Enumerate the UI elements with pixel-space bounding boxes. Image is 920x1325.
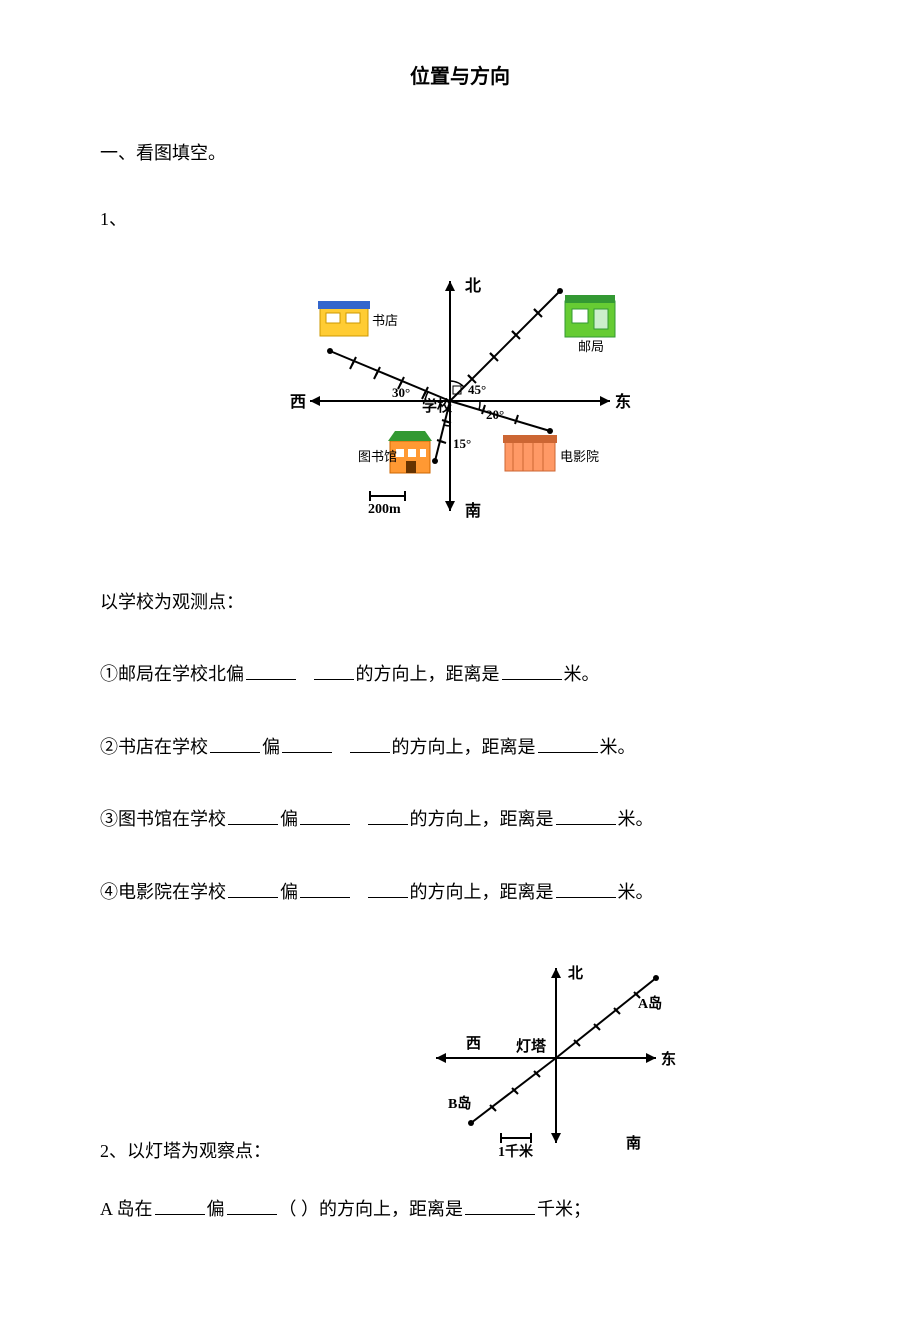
q1-item1: ①邮局在学校北偏 的方向上，距离是 米。: [100, 658, 820, 690]
q1-i2-d: 米。: [600, 737, 636, 757]
q2-a: A 岛在: [100, 1199, 153, 1219]
q1-i2-b: 偏: [262, 737, 280, 757]
blank: [368, 879, 408, 898]
east-label: 东: [615, 392, 631, 411]
blank: [282, 734, 332, 753]
cinema-label: 电影院: [560, 449, 599, 464]
q1-item2: ②书店在学校 偏 的方向上，距离是 米。: [100, 731, 820, 763]
q2-west: 西: [466, 1035, 481, 1052]
q1-i3-a: ③图书馆在学校: [100, 809, 226, 829]
q1-lead: 以学校为观测点：: [100, 586, 820, 618]
q1-i2-c: 的方向上，距离是: [392, 737, 536, 757]
q1-i4-d: 米。: [618, 882, 654, 902]
blank: [465, 1196, 535, 1215]
angle-ne: 45°: [468, 382, 486, 397]
angle-sw: 15°: [453, 436, 471, 451]
blank: [502, 661, 562, 680]
north-label: 北: [465, 277, 481, 295]
q1-item3: ③图书馆在学校 偏 的方向上，距离是 米。: [100, 803, 820, 835]
blank: [210, 734, 260, 753]
blank: [300, 806, 350, 825]
bookstore-icon: [318, 301, 370, 336]
blank: [155, 1196, 205, 1215]
q1-scale: 200m: [368, 502, 401, 517]
q2-b: 偏: [207, 1199, 225, 1219]
q1-i1-b: 的方向上，距离是: [356, 664, 500, 684]
blank: [368, 806, 408, 825]
q2-north: 北: [568, 965, 583, 982]
q2-line: A 岛在 偏 （ ）的方向上，距离是 千米；: [100, 1193, 820, 1225]
q2-number: 2、以灯塔为观察点：: [100, 1137, 271, 1173]
q1-i1-c: 米。: [564, 664, 600, 684]
b-island-label: B岛: [448, 1095, 471, 1112]
q2-east: 东: [661, 1050, 676, 1068]
angle-nw: 30°: [392, 385, 410, 400]
q1-figure: 北 南 东 西 学校 45° 30° 20° 15°: [100, 251, 820, 546]
blank: [314, 661, 354, 680]
bookstore-label: 书店: [372, 313, 398, 328]
q1-i4-c: 的方向上，距离是: [410, 882, 554, 902]
page-title: 位置与方向: [100, 60, 820, 89]
blank: [228, 806, 278, 825]
blank: [350, 734, 390, 753]
q1-i4-a: ④电影院在学校: [100, 882, 226, 902]
q1-i3-d: 米。: [618, 809, 654, 829]
blank: [246, 661, 296, 680]
blank: [300, 879, 350, 898]
blank: [556, 879, 616, 898]
q1-i1-a: ①邮局在学校北偏: [100, 664, 244, 684]
q2-figure: 北 南 东 西 灯塔 A岛 B岛: [271, 948, 820, 1173]
library-label: 图书馆: [358, 449, 397, 464]
blank: [227, 1196, 277, 1215]
post-label: 邮局: [578, 339, 604, 354]
blank: [556, 806, 616, 825]
west-label: 西: [290, 393, 306, 411]
angle-se: 20°: [486, 407, 504, 422]
q1-i3-c: 的方向上，距离是: [410, 809, 554, 829]
q1-i2-a: ②书店在学校: [100, 737, 208, 757]
blank: [228, 879, 278, 898]
q2-center: 灯塔: [516, 1037, 547, 1055]
q2-c: （ ）的方向上，距离是: [279, 1199, 464, 1219]
blank: [538, 734, 598, 753]
post-office-icon: [565, 295, 615, 337]
q1-i3-b: 偏: [280, 809, 298, 829]
q2-scale: 1千米: [498, 1143, 534, 1160]
section-header: 一、看图填空。: [100, 139, 820, 165]
south-label: 南: [465, 501, 481, 520]
q1-item4: ④电影院在学校 偏 的方向上，距离是 米。: [100, 876, 820, 908]
cinema-icon: [503, 435, 557, 471]
q1-i4-b: 偏: [280, 882, 298, 902]
q2-south: 南: [626, 1134, 641, 1152]
q2-d: 千米；: [537, 1199, 591, 1219]
q1-number: 1、: [100, 205, 820, 231]
a-island-label: A岛: [638, 995, 662, 1012]
